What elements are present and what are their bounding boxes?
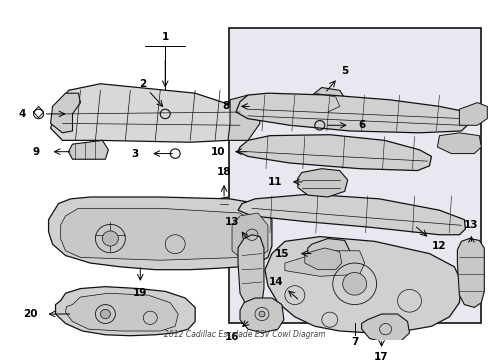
Text: 11: 11 (267, 177, 282, 187)
Polygon shape (227, 95, 260, 140)
Polygon shape (215, 197, 232, 227)
Text: 3: 3 (131, 149, 139, 159)
Circle shape (259, 311, 264, 317)
Polygon shape (458, 103, 487, 125)
Polygon shape (232, 213, 267, 257)
Text: 9: 9 (32, 147, 39, 157)
Text: 14: 14 (268, 277, 283, 287)
Text: 4: 4 (19, 109, 26, 119)
Polygon shape (65, 293, 178, 331)
Text: 6: 6 (357, 120, 365, 130)
Text: 15: 15 (274, 249, 288, 258)
Polygon shape (240, 298, 284, 333)
Text: 5: 5 (341, 67, 347, 76)
Text: 10: 10 (210, 147, 225, 157)
Polygon shape (48, 197, 271, 270)
Text: 19: 19 (133, 288, 147, 298)
Polygon shape (236, 93, 468, 133)
Text: 20: 20 (23, 309, 38, 319)
Text: 16: 16 (224, 332, 239, 342)
Polygon shape (304, 248, 341, 270)
Polygon shape (285, 251, 364, 276)
Bar (228, 28, 481, 323)
Text: 18: 18 (216, 167, 231, 177)
Text: 2012 Cadillac Escalade ESV Cowl Diagram: 2012 Cadillac Escalade ESV Cowl Diagram (163, 329, 325, 338)
Circle shape (100, 309, 110, 319)
Text: 8: 8 (222, 102, 229, 111)
Polygon shape (238, 194, 465, 235)
Text: 13: 13 (463, 220, 478, 230)
Polygon shape (437, 133, 480, 154)
Polygon shape (456, 239, 483, 307)
Polygon shape (361, 314, 408, 342)
Text: 12: 12 (431, 241, 446, 251)
Text: 1: 1 (161, 32, 168, 41)
Polygon shape (61, 208, 258, 260)
Polygon shape (297, 169, 347, 197)
Polygon shape (307, 239, 349, 267)
Polygon shape (307, 87, 347, 114)
Text: 2: 2 (139, 79, 145, 89)
Polygon shape (68, 140, 108, 159)
Polygon shape (50, 93, 81, 133)
Text: 7: 7 (351, 337, 358, 347)
Circle shape (102, 231, 118, 246)
Circle shape (342, 273, 366, 295)
Polygon shape (238, 235, 264, 309)
Text: 17: 17 (373, 352, 388, 360)
Text: 13: 13 (224, 216, 239, 226)
Polygon shape (50, 84, 244, 142)
Polygon shape (238, 135, 430, 171)
Polygon shape (264, 237, 461, 333)
Polygon shape (56, 287, 195, 336)
